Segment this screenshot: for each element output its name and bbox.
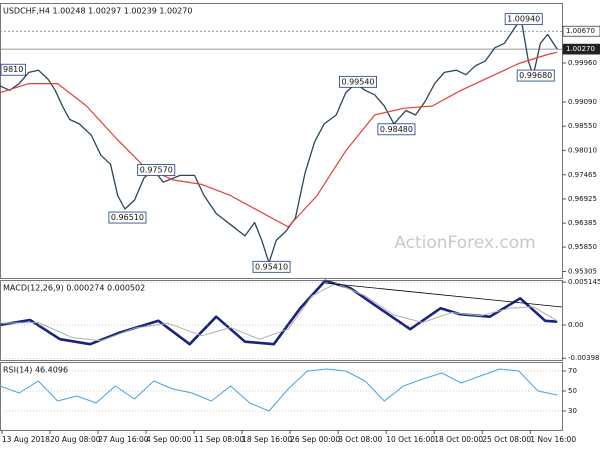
x-tick-label: 25 Oct 08:00 [482, 435, 531, 444]
annotation-label: 0.95410 [255, 262, 288, 271]
x-tick-label: 11 Sep 08:00 [194, 435, 244, 444]
annotation-box [0, 63, 26, 76]
annotation-box [252, 260, 291, 273]
annotation-box [504, 13, 543, 26]
x-tick-label: 3 Oct 08:00 [338, 435, 382, 444]
x-tick-label: 4 Sep 00:00 [146, 435, 192, 444]
panel-title: USDCHF,H4 1.00248 1.00297 1.00239 1.0027… [3, 7, 192, 16]
y-tick-label: 0.96385 [568, 219, 597, 227]
panel-frame [0, 362, 563, 431]
y-tick-label: 0.98550 [568, 122, 597, 130]
panel-frame [0, 280, 563, 361]
x-tick-label: 18 Sep 16:00 [242, 435, 292, 444]
y-tick-label: 0.005145 [568, 278, 600, 286]
price-tag [562, 43, 600, 55]
series-line [0, 368, 558, 412]
x-tick-label: 10 Oct 16:00 [386, 435, 435, 444]
annotation-label: 1.00940 [507, 15, 540, 24]
panel-frame [0, 3, 563, 279]
trend-line [324, 282, 563, 308]
y-tick-label: 0.96925 [568, 195, 597, 203]
annotation-label: 0.99680 [519, 71, 552, 80]
watermark: ActionForex.com [394, 233, 535, 253]
y-tick-label: 0.99960 [568, 59, 597, 67]
price-tag-label: 1.00670 [566, 27, 595, 35]
y-tick-label: 0.95305 [568, 268, 597, 276]
panel-title: MACD(12,26,9) 0.000274 0.000502 [3, 284, 145, 293]
y-tick-label: 0.95850 [568, 243, 597, 251]
annotation-label: 0.96510 [111, 213, 144, 222]
x-tick-label: 13 Aug 2018 [2, 435, 50, 444]
annotation-label: 0.99540 [341, 77, 374, 86]
panel-title: RSI(14) 46.4096 [3, 366, 68, 375]
y-tick-label: 70 [568, 367, 577, 375]
price-tag-label: 1.00270 [566, 45, 595, 53]
y-tick-label: -0.003989 [568, 354, 600, 362]
y-tick-label: 0.97465 [568, 171, 597, 179]
y-tick-label: 0.98010 [568, 146, 597, 154]
price-tag [562, 25, 600, 37]
annotation-box [137, 164, 176, 176]
y-tick-label: 50 [568, 387, 577, 395]
series-line [0, 282, 558, 342]
x-tick-label: 26 Sep 00:00 [290, 435, 340, 444]
annotation-label: 0.97570 [140, 166, 173, 175]
x-tick-label: 18 Oct 00:00 [434, 435, 483, 444]
series-line [0, 51, 558, 228]
annotation-box [108, 211, 147, 224]
annotation-box [516, 69, 555, 82]
annotation-box [377, 123, 416, 136]
y-tick-label: 0.99090 [568, 98, 597, 106]
annotation-box [339, 75, 377, 88]
y-tick-label: 0.00 [568, 321, 584, 329]
x-tick-label: 27 Aug 16:00 [98, 435, 149, 444]
annotation-label: 9810 [3, 65, 23, 74]
annotation-label: 0.98480 [380, 125, 413, 134]
series-line [0, 18, 558, 264]
x-tick-label: 1 Nov 16:00 [530, 435, 576, 444]
y-tick-label: 30 [568, 407, 577, 415]
x-tick-label: 20 Aug 08:00 [50, 435, 101, 444]
